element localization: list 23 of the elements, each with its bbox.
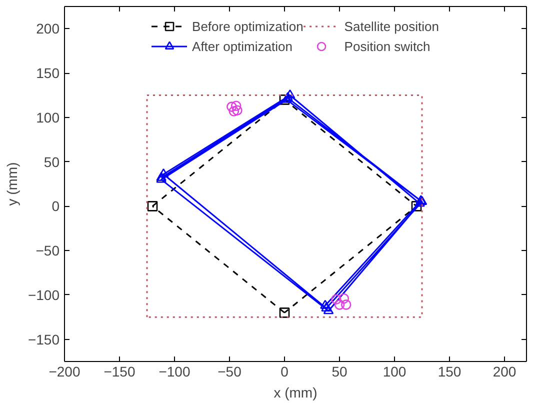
x-tick-label: −200 [48, 364, 80, 380]
y-tick-label: 200 [36, 20, 60, 37]
y-tick-label: 0 [52, 198, 60, 214]
y-tick-label: 100 [36, 109, 60, 126]
x-tick-label: 150 [438, 364, 462, 380]
x-tick-label: 100 [382, 364, 406, 380]
x-tick-label: −100 [158, 364, 190, 380]
legend-label: Position switch [344, 38, 430, 54]
y-axis-title: y (mm) [4, 162, 20, 206]
x-tick-label: 200 [492, 364, 516, 380]
x-tick-label: 0 [280, 364, 289, 380]
y-tick-label: −150 [28, 331, 60, 348]
legend-label: Satellite position [344, 18, 439, 34]
legend-label: Before optimization [192, 18, 304, 34]
x-tick-label: −150 [104, 364, 136, 380]
x-tick-label: 50 [332, 364, 348, 380]
x-tick-label: −50 [218, 364, 242, 380]
x-axis-title: x (mm) [274, 384, 318, 400]
legend-label: After optimization [192, 38, 292, 54]
y-tick-label: 150 [36, 65, 60, 82]
y-tick-label: −50 [36, 242, 60, 259]
y-tick-label: −100 [28, 286, 60, 303]
y-tick-label: 50 [44, 154, 60, 170]
